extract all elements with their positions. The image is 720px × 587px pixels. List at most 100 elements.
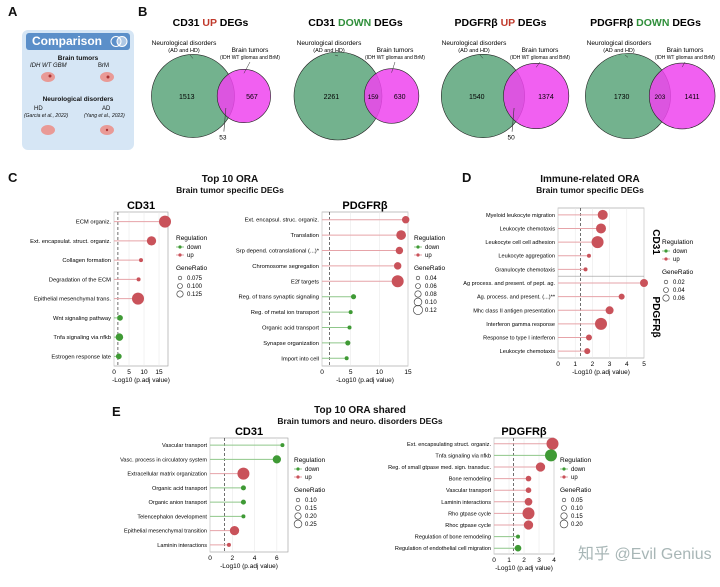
lollipop-dot	[272, 455, 281, 464]
term-label: Rho gtpase cycle	[448, 511, 491, 517]
venn-right-sublabel: (IDH WT gliomas and BrM)	[510, 55, 570, 61]
legend-up-dot	[296, 475, 300, 479]
venn-title: PDGFRβ UP DEGs	[455, 17, 547, 29]
x-axis-label: -Log10 (p.adj value)	[572, 369, 630, 376]
venn-overlap-leader	[511, 107, 515, 132]
lollipop-dot	[146, 236, 157, 246]
venn-svg: CD31 UP DEGs Neurological disorders(AD an…	[151, 17, 280, 142]
x-tick-label: 0	[492, 557, 496, 564]
chart-c-cd31: CD31 0 5 10 15 -Log10 (p.adj value) ECM organi…	[10, 198, 210, 396]
venn-left-sublabel: (AD and HD)	[313, 48, 345, 54]
legend-generatio-circle	[413, 297, 423, 307]
venn-title-direction: UP	[501, 17, 516, 29]
term-label: Ext. encapsul. struc. organiz.	[245, 218, 320, 224]
venn-leader-line	[334, 54, 339, 57]
panel-c-subtitle: Brain tumor specific DEGs	[176, 185, 284, 195]
chart-title: PDGFRβ	[501, 426, 547, 438]
venn-leader-line	[391, 61, 396, 73]
lollipop-dot	[280, 443, 285, 448]
chart-svg: 0 1 2 3 4 5 -Log10 (p.adj value) Myeloid leukoc…	[463, 207, 693, 376]
term-label: Response to type I interferon	[483, 336, 555, 342]
lollipop-dot	[348, 310, 353, 315]
lollipop-dot	[136, 277, 141, 282]
legend-down-label: down	[673, 249, 687, 255]
x-tick-label: 0	[208, 555, 212, 562]
lollipop-dot	[240, 485, 246, 491]
panel-e-title: Top 10 ORA shared	[314, 405, 406, 416]
term-label: Reg. of small gtpase med. sign. transduc…	[388, 465, 491, 471]
venn-cd31-down: CD31 DOWN DEGs Neurological disorders (AD …	[283, 14, 428, 149]
lollipop-dot	[344, 356, 349, 361]
venn-right-count: 630	[394, 94, 406, 101]
legend-generatio-circle	[177, 275, 183, 281]
x-tick-label: 3	[537, 557, 541, 564]
term-label: Laminin interactions	[441, 500, 491, 506]
legend-regulation-title: Regulation	[560, 457, 591, 464]
x-axis-label: -Log10 (p.adj value)	[495, 565, 553, 572]
venn-title-marker: PDGFRβ	[590, 17, 636, 29]
lollipop-dot	[132, 292, 144, 305]
legend-generatio-label: 0.08	[425, 292, 437, 298]
term-label: Degradation of the ECM	[49, 277, 111, 283]
x-tick-label: 2	[230, 555, 234, 562]
term-label: Interferon gamma response	[486, 322, 555, 328]
legend-generatio-label: 0.06	[673, 296, 685, 302]
term-label: Vasc. process in circulatory system	[120, 457, 207, 463]
term-label: Translation	[291, 233, 319, 239]
lollipop-dot	[523, 520, 534, 530]
panel-letter-b: B	[138, 4, 148, 19]
lollipop-dot	[586, 253, 591, 258]
legend-up-dot	[664, 257, 668, 261]
term-label: Ag. process. and present. (...)**	[477, 295, 556, 301]
legend-up-label: up	[673, 257, 680, 263]
venn-right-count: 1411	[684, 94, 699, 101]
venn-svg: PDGFRβ DOWN DEGs Neurological disorders(A…	[585, 17, 716, 139]
chart-e-pdgfrb: PDGFRβ 0 1 2 3 4 -Log10 (p.adj value) Ext. enca…	[354, 424, 720, 582]
venn-left-sublabel: (AD and HD)	[458, 48, 490, 54]
venn-svg: CD31 DOWN DEGs Neurological disorders(AD …	[293, 17, 425, 141]
term-label: Srp depend. cotranslational (...)*	[236, 249, 320, 255]
legend-generatio-circle	[663, 279, 669, 285]
term-label: Epithelial mesenchymal transition	[124, 529, 207, 535]
chart-title: CD31	[127, 200, 155, 212]
term-label: Estrogen response late	[51, 354, 111, 360]
panel-letter-c: C	[8, 170, 18, 185]
hd-citation: (Garcia et al., 2022)	[24, 113, 69, 119]
lollipop-dot	[525, 475, 532, 482]
venn-leader-line	[479, 54, 484, 59]
term-label: Reg. of trans synaptic signaling	[238, 295, 319, 301]
venn-overlap-count: 50	[507, 135, 515, 142]
x-tick-label: 2	[591, 361, 595, 368]
lollipop-dot	[524, 497, 533, 506]
term-label: Tnfa signaling via nfkb	[53, 335, 111, 341]
legend-down-dot	[664, 249, 668, 253]
legend-generatio-label: 0.10	[571, 506, 583, 512]
x-tick-label: 4	[552, 557, 556, 564]
panel-d-title: Immune-related ORA	[540, 174, 640, 185]
legend-generatio-label: 0.04	[425, 276, 437, 282]
term-label: Granulocyte chemotaxis	[495, 267, 555, 273]
x-tick-label: 1	[573, 361, 577, 368]
x-axis-label: -Log10 (p.adj value)	[336, 377, 394, 384]
term-label: Bone remodeling	[449, 477, 491, 483]
x-tick-label: 4	[253, 555, 257, 562]
lollipop-dot	[347, 325, 352, 330]
legend-generatio-circle	[663, 287, 669, 293]
neuro-disorders-heading: Neurological disorders	[42, 96, 114, 103]
legend-generatio-label: 0.125	[187, 292, 203, 298]
brm-label: BrM	[98, 63, 109, 69]
lollipop-dot	[618, 293, 625, 300]
legend-generatio-circle	[294, 512, 302, 520]
legend-down-dot	[178, 245, 182, 249]
venn-mini-icon	[110, 36, 128, 47]
legend-generatio-label: 0.10	[425, 300, 437, 306]
legend-generatio-label: 0.10	[305, 498, 317, 504]
venn-title-marker: CD31	[308, 17, 338, 29]
term-label: Collagen formation	[62, 258, 111, 264]
brain-icon	[41, 72, 55, 82]
lollipop-dot	[240, 499, 246, 505]
legend-regulation-title: Regulation	[176, 235, 207, 242]
venn-right-sublabel: (IDH WT gliomas and BrM)	[655, 55, 715, 61]
term-label: Chromosome segregation	[252, 264, 319, 270]
x-tick-label: 0	[320, 369, 324, 376]
